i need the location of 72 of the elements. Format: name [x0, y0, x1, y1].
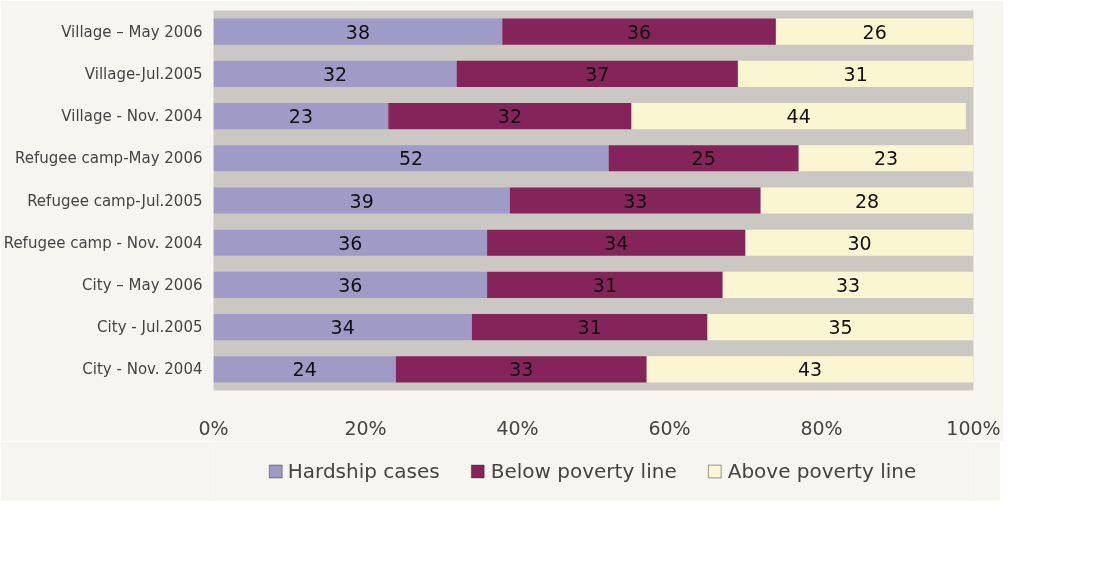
legend-label: Hardship cases [287, 459, 440, 483]
bar [502, 18, 776, 45]
data-label: 28 [855, 189, 880, 212]
data-label: 33 [836, 273, 861, 296]
y-tick-label: Refugee camp-Jul.2005 [27, 191, 203, 210]
bar [722, 271, 974, 299]
bar [388, 102, 632, 130]
y-tick-label: Refugee camp - Nov. 2004 [3, 233, 203, 252]
bar [646, 356, 974, 383]
bar [213, 18, 503, 45]
data-label: 23 [874, 147, 899, 170]
bar [760, 187, 974, 214]
data-label: 30 [847, 231, 872, 254]
x-tick-label: 80% [800, 416, 843, 439]
x-tick-label: 60% [648, 416, 691, 439]
bar [213, 229, 488, 256]
y-tick-label: Village – May 2006 [61, 22, 203, 41]
bar [509, 187, 761, 214]
data-label: 37 [585, 62, 610, 85]
bar [707, 314, 974, 341]
x-tick-label: 100% [946, 416, 1001, 439]
data-label: 33 [509, 358, 534, 381]
bar [798, 145, 974, 172]
data-label: 24 [292, 358, 317, 381]
bar [608, 145, 799, 172]
data-label: 36 [338, 273, 363, 296]
bar [395, 356, 647, 383]
data-label: 36 [338, 231, 363, 254]
bar [213, 271, 488, 299]
x-tick-label: 0% [198, 416, 229, 439]
bar [487, 229, 746, 256]
x-tick-label: 20% [344, 416, 387, 439]
data-label: 52 [399, 147, 424, 170]
bar [487, 271, 723, 299]
bar [471, 314, 708, 341]
bar [775, 18, 974, 45]
y-tick-label: City – May 2006 [82, 275, 203, 294]
data-label: 32 [497, 105, 522, 128]
data-label: 38 [345, 20, 370, 43]
bar [213, 314, 472, 341]
data-label: 23 [288, 105, 313, 128]
y-tick-label: City - Nov. 2004 [82, 360, 203, 379]
data-label: 34 [604, 231, 629, 254]
data-label: 35 [828, 316, 853, 339]
bar [213, 60, 457, 87]
data-label: 31 [843, 62, 868, 85]
data-label: 25 [691, 147, 716, 170]
data-label: 31 [577, 316, 602, 339]
x-tick-label: 40% [496, 416, 539, 439]
y-tick-label: Village-Jul.2005 [84, 64, 203, 83]
bar [456, 60, 738, 87]
bar [213, 102, 389, 130]
bar [631, 102, 966, 130]
legend-label: Above poverty line [727, 459, 917, 483]
y-tick-label: Village - Nov. 2004 [61, 107, 203, 126]
data-label: 43 [798, 358, 823, 381]
data-label: 39 [349, 189, 374, 212]
bar [213, 145, 609, 172]
bar [745, 229, 974, 256]
data-label: 34 [330, 316, 355, 339]
data-label: 26 [862, 20, 887, 43]
y-tick-label: City - Jul.2005 [97, 318, 203, 337]
data-label: 31 [592, 273, 617, 296]
data-label: 32 [323, 62, 348, 85]
data-label: 36 [627, 20, 652, 43]
data-label: 44 [786, 105, 811, 128]
y-tick-label: Refugee camp-May 2006 [15, 149, 203, 168]
bar [213, 356, 396, 383]
data-label: 33 [623, 189, 648, 212]
bar [213, 187, 510, 214]
legend-label: Below poverty line [490, 459, 677, 483]
bar [737, 60, 974, 87]
